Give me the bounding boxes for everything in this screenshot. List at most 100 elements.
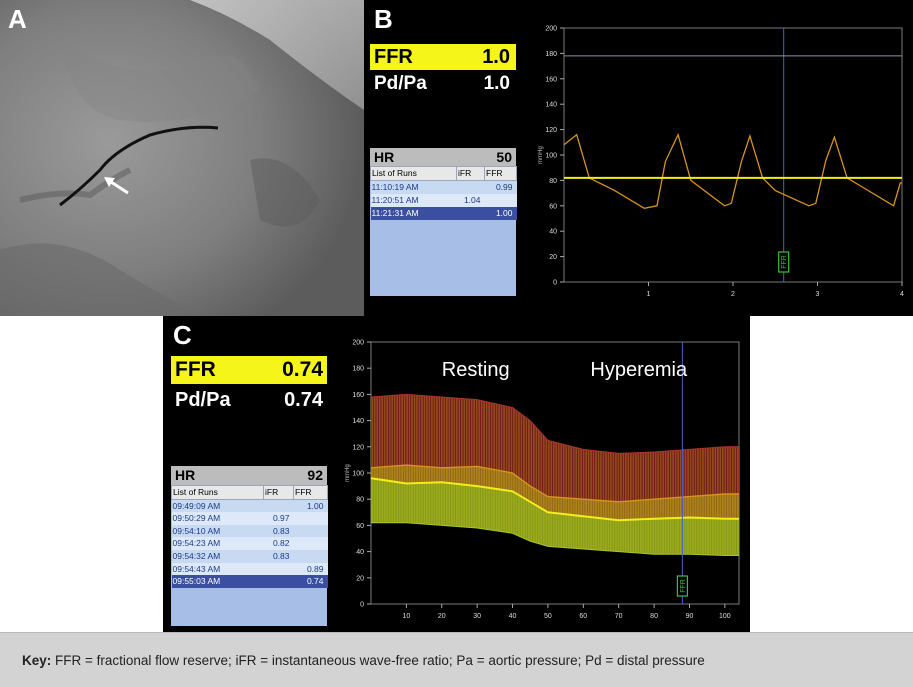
run-ifr: 0.82: [263, 537, 294, 550]
x-tick-label: 50: [544, 613, 552, 620]
hr-value: 92: [307, 467, 323, 483]
y-tick-label: 160: [545, 76, 557, 83]
panel-a: A: [0, 0, 364, 316]
runs-header-ifr: iFR: [263, 485, 294, 500]
run-ffr: 0.74: [293, 575, 328, 588]
runs-table: List of Runs iFR FFR 09:49:09 AM 1.00 09…: [171, 485, 328, 588]
y-tick-label: 200: [545, 26, 557, 33]
y-tick-label: 60: [549, 203, 557, 210]
y-tick-label: 180: [352, 366, 364, 373]
angiogram-image: [0, 0, 364, 316]
run-time: 11:21:31 AM: [370, 207, 457, 220]
y-axis-label: mmHg: [538, 146, 544, 164]
run-ifr: 0.83: [263, 524, 294, 538]
run-ifr: [263, 562, 294, 576]
runs-header-time: List of Runs: [171, 485, 264, 500]
run-row[interactable]: 11:20:51 AM 1.04: [370, 194, 517, 207]
run-row[interactable]: 09:54:32 AM 0.83: [171, 549, 328, 563]
series-line: [370, 477, 739, 522]
runs-table: List of Runs iFR FFR 11:10:19 AM 0.99 11…: [370, 166, 517, 220]
run-row-selected[interactable]: 11:21:31 AM 1.00: [370, 207, 517, 220]
ffr-value: 0.74: [282, 358, 323, 381]
runs-header-ffr: FFR: [293, 485, 328, 500]
x-tick-label: 70: [615, 613, 623, 620]
ffr-marker-box: [778, 251, 790, 273]
x-tick-label: 1: [647, 291, 651, 296]
key-definitions: FFR = fractional flow reserve; iFR = ins…: [51, 653, 705, 668]
series-line: [370, 393, 739, 454]
pdpa-readout: Pd/Pa 0.74: [171, 387, 327, 413]
run-time: 09:50:29 AM: [171, 512, 264, 525]
ffr-marker-label: FFR: [680, 579, 687, 593]
y-tick-label: 180: [545, 51, 557, 58]
ffr-value: 1.0: [482, 46, 510, 68]
run-row-selected[interactable]: 09:55:03 AM 0.74: [171, 575, 328, 588]
run-ffr: 0.89: [293, 562, 328, 576]
run-time: 09:54:43 AM: [171, 562, 264, 576]
y-tick-label: 140: [352, 418, 364, 425]
x-tick-label: 10: [402, 613, 410, 620]
run-time: 09:55:03 AM: [171, 575, 264, 588]
y-axis-label: mmHg: [345, 464, 351, 482]
hr-label: HR: [175, 467, 196, 483]
run-ifr: [456, 180, 485, 194]
key-text: Key: FFR = fractional flow reserve; iFR …: [22, 653, 705, 668]
run-ffr: [484, 194, 517, 207]
run-time: 09:54:10 AM: [171, 524, 264, 538]
run-row[interactable]: 09:49:09 AM 1.00: [171, 499, 328, 513]
y-tick-label: 140: [545, 102, 557, 109]
y-tick-label: 200: [352, 340, 364, 347]
runs-header-row: List of Runs iFR FFR: [370, 166, 517, 181]
y-tick-label: 0: [553, 280, 557, 287]
series-line: [370, 464, 739, 503]
x-tick-label: 40: [509, 613, 517, 620]
plot-frame: [563, 27, 903, 283]
panel-b-label: B: [374, 4, 393, 34]
pdpa-readout: Pd/Pa 1.0: [370, 72, 516, 96]
x-tick-label: 4: [900, 291, 904, 296]
run-row[interactable]: 09:54:10 AM 0.83: [171, 524, 328, 538]
key-legend: Key: FFR = fractional flow reserve; iFR …: [0, 632, 913, 687]
run-ffr: 1.00: [293, 499, 328, 513]
ffr-label: FFR: [374, 46, 413, 68]
x-tick-label: 90: [686, 613, 694, 620]
run-row[interactable]: 09:54:23 AM 0.82: [171, 537, 328, 550]
x-tick-label: 3: [816, 291, 820, 296]
ffr-marker-box: [676, 575, 688, 597]
y-tick-label: 100: [352, 471, 364, 478]
runs-list[interactable]: List of Runs iFR FFR 09:49:09 AM 1.00 09…: [171, 485, 328, 626]
run-ifr: [456, 207, 485, 220]
runs-header-ifr: iFR: [456, 166, 485, 181]
runs-list[interactable]: List of Runs iFR FFR 11:10:19 AM 0.99 11…: [370, 166, 517, 296]
y-tick-label: 40: [356, 549, 364, 556]
ffr-marker-label: FFR: [781, 255, 788, 269]
x-tick-label: 2: [731, 291, 735, 296]
panel-c: C FFR 0.74 Pd/Pa 0.74 HR 92 List of Runs…: [163, 316, 750, 632]
run-ifr: 0.97: [263, 512, 294, 525]
panel-c-label: C: [173, 320, 192, 350]
run-row[interactable]: 11:10:19 AM 0.99: [370, 180, 517, 194]
runs-header-ffr: FFR: [484, 166, 517, 181]
x-tick-label: 30: [473, 613, 481, 620]
ffr-label: FFR: [175, 358, 216, 381]
y-tick-label: 80: [356, 497, 364, 504]
run-ifr: 0.83: [263, 549, 294, 563]
ffr-readout: FFR 0.74: [171, 356, 327, 384]
y-tick-label: 20: [549, 254, 557, 261]
y-tick-label: 100: [545, 153, 557, 160]
run-ffr: [293, 549, 328, 563]
y-tick-label: 120: [545, 127, 557, 134]
y-tick-label: 60: [356, 523, 364, 530]
ffr-readout: FFR 1.0: [370, 44, 516, 70]
run-time: 11:10:19 AM: [370, 180, 457, 194]
run-time: 09:54:23 AM: [171, 537, 264, 550]
hr-label: HR: [374, 149, 395, 165]
run-row[interactable]: 09:54:43 AM 0.89: [171, 562, 328, 576]
x-tick-label: 20: [438, 613, 446, 620]
hr-readout: HR 92: [171, 466, 327, 485]
pdpa-value: 0.74: [284, 389, 323, 411]
run-row[interactable]: 09:50:29 AM 0.97: [171, 512, 328, 525]
hyperemia-annotation: Hyperemia: [590, 359, 688, 381]
y-tick-label: 160: [352, 392, 364, 399]
pdpa-label: Pd/Pa: [175, 389, 231, 411]
